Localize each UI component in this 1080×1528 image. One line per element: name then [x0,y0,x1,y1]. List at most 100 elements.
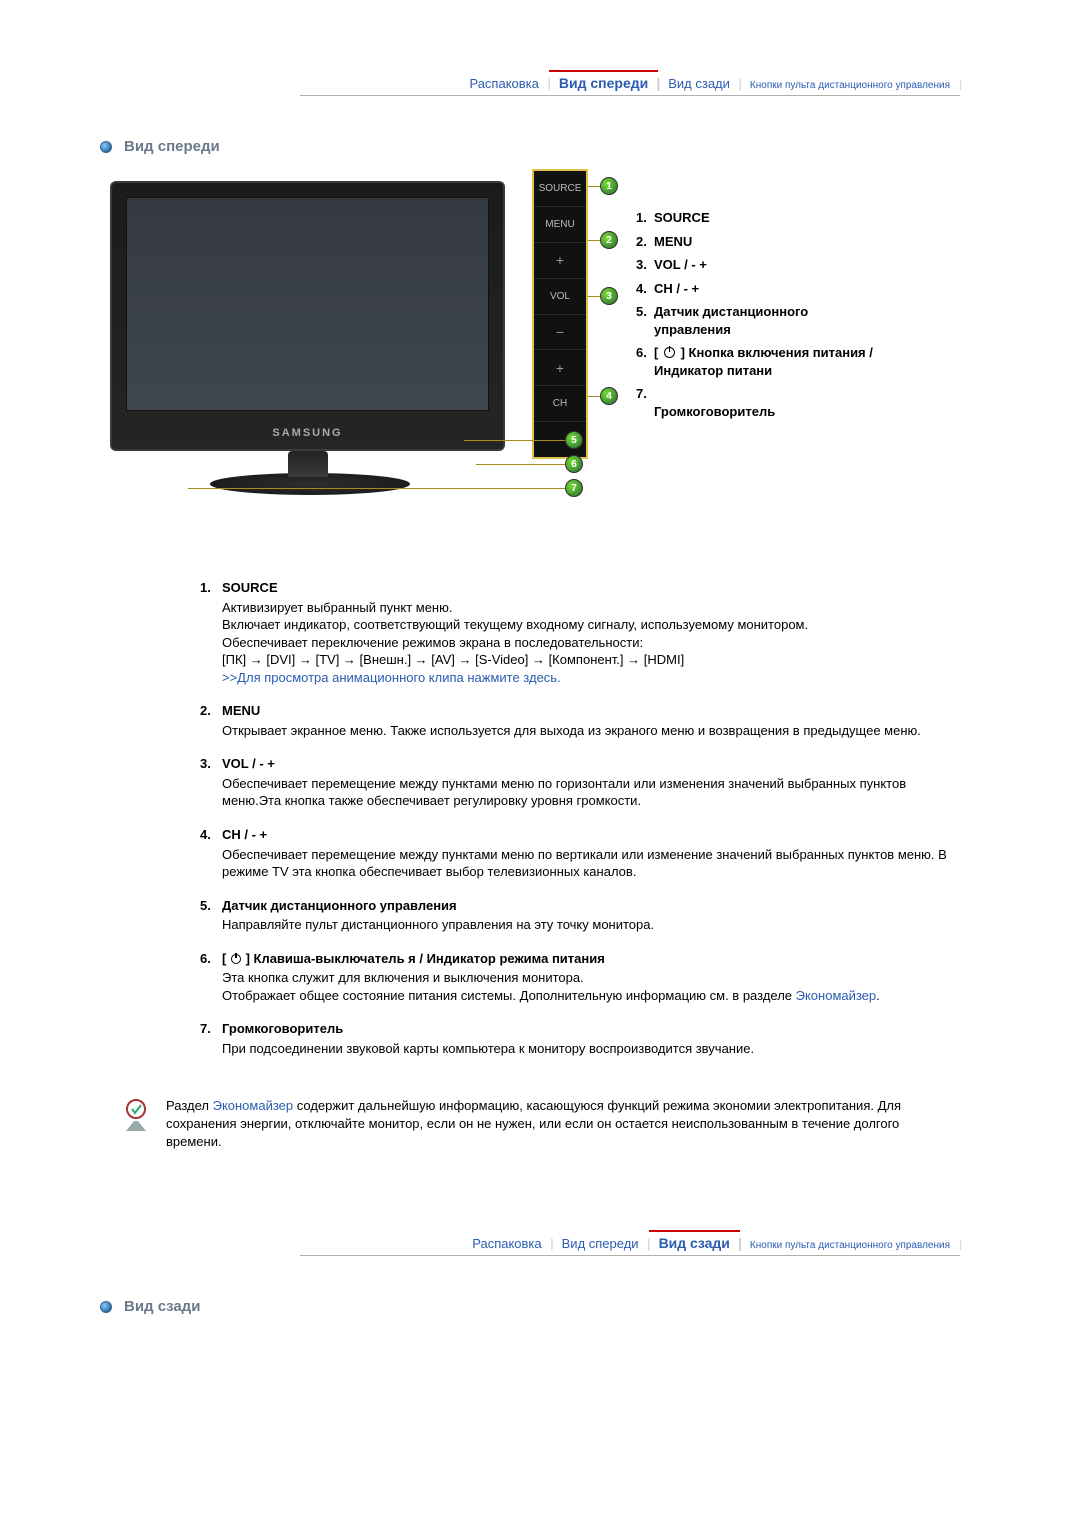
detail-desc: Обеспечивает перемещение между пунктами … [222,775,950,810]
callout-num: 6 [571,459,577,470]
panel-vol-minus[interactable]: − [534,315,586,351]
legend-text: MENU [654,233,876,251]
detail-body: SOURCE Активизирует выбранный пункт меню… [222,579,950,686]
detail-desc: Обеспечивает перемещение между пунктами … [222,846,950,881]
callout-line [464,440,566,441]
section-title: Вид сзади [124,1298,200,1315]
callout-bubble-1: 1 [600,177,618,195]
detail-title: [ ] Клавиша-выключатель я / Индикатор ре… [222,950,950,968]
legend-item: 3.VOL / - + [636,256,876,274]
detail-title: SOURCE [222,579,950,597]
figure-area: SAMSUNG SOURCE MENU + VOL − + CH − 1 2 3… [100,169,980,539]
detail-desc: Направляйте пульт дистанционного управле… [222,916,950,934]
callout-num: 1 [606,181,612,192]
tab-front[interactable]: Вид спереди| [552,1234,649,1255]
panel-vol-plus[interactable]: + [534,243,586,279]
legend-text: [ ] Кнопка включения питания / Индикатор… [654,344,876,379]
tab-rear[interactable]: Вид сзади| [658,74,740,95]
brand-label: SAMSUNG [112,427,503,439]
tab-remote[interactable]: Кнопки пульта дистанционного управления| [740,78,960,95]
legend-text: Громкоговоритель [654,385,876,420]
legend-num: 2. [636,233,654,251]
animation-link[interactable]: >>Для просмотра анимационного клипа нажм… [222,670,561,685]
detail-item-5: 5. Датчик дистанционного управления Напр… [200,897,950,934]
tab-remote[interactable]: Кнопки пульта дистанционного управления | [740,1238,960,1255]
monitor-stand-neck [288,451,328,477]
tab-label: Вид сзади [659,1235,730,1251]
bullet-icon [100,141,112,153]
legend-num: 6. [636,344,654,379]
legend-item: 7.Громкоговоритель [636,385,876,420]
panel-btn-label: SOURCE [539,183,582,194]
top-tabs: Распаковка| Вид спереди| Вид сзади| Кноп… [300,70,960,96]
note-icon [120,1097,152,1137]
panel-ch-plus[interactable]: + [534,350,586,386]
legend-item: 2.MENU [636,233,876,251]
control-panel: SOURCE MENU + VOL − + CH − [532,169,588,459]
callout-bubble-4: 4 [600,387,618,405]
tab-label: Вид спереди [559,75,648,91]
legend-num: 7. [636,385,654,420]
callout-num: 4 [606,391,612,402]
tab-unpack[interactable]: Распаковка| [459,74,548,95]
detail-body: Громкоговоритель При подсоединении звуко… [222,1020,950,1057]
bottom-tabs: Распаковка| Вид спереди| Вид сзади| Кноп… [300,1230,960,1256]
note-row: Раздел Экономайзер содержит дальнейшую и… [120,1097,950,1150]
detail-num: 3. [200,755,222,810]
detail-num: 1. [200,579,222,686]
detail-desc: При подсоединении звуковой карты компьют… [222,1040,950,1058]
detail-item-2: 2. MENU Открывает экранное меню. Также и… [200,702,950,739]
detail-body: CH / - + Обеспечивает перемещение между … [222,826,950,881]
detail-title: Громкоговоритель [222,1020,950,1038]
section-heading-rear: Вид сзади [100,1298,980,1315]
monitor-bezel: SAMSUNG [110,181,505,451]
detail-title: VOL / - + [222,755,950,773]
detail-item-7: 7. Громкоговоритель При подсоединении зв… [200,1020,950,1057]
detail-item-1: 1. SOURCE Активизирует выбранный пункт м… [200,579,950,686]
panel-menu-button[interactable]: MENU [534,207,586,243]
divider: | [959,1240,962,1251]
legend-list: 1.SOURCE 2.MENU 3.VOL / - + 4.CH / - + 5… [636,209,876,426]
detail-item-3: 3. VOL / - + Обеспечивает перемещение ме… [200,755,950,810]
detail-num: 4. [200,826,222,881]
legend-text: CH / - + [654,280,876,298]
legend-num: 3. [636,256,654,274]
callout-num: 3 [606,291,612,302]
power-icon [664,347,675,358]
detail-desc: Активизирует выбранный пункт меню. Включ… [222,599,950,687]
callout-bubble-5: 5 [565,431,583,449]
panel-ch-button[interactable]: CH [534,386,586,422]
tab-label: Распаковка [472,1236,541,1251]
tab-front[interactable]: Вид спереди| [549,70,658,95]
detail-body: [ ] Клавиша-выключатель я / Индикатор ре… [222,950,950,1005]
tab-rear[interactable]: Вид сзади| [649,1230,740,1255]
detail-body: MENU Открывает экранное меню. Также испо… [222,702,950,739]
section-title: Вид спереди [124,138,220,155]
section-heading-front: Вид спереди [100,138,980,155]
panel-btn-label: MENU [545,219,574,230]
callout-line [476,464,566,465]
callout-bubble-3: 3 [600,287,618,305]
tab-label: Кнопки пульта дистанционного управления [750,1240,950,1251]
panel-source-button[interactable]: SOURCE [534,171,586,207]
detail-body: Датчик дистанционного управления Направл… [222,897,950,934]
details-list: 1. SOURCE Активизирует выбранный пункт м… [200,579,950,1057]
detail-desc: Эта кнопка служит для включения и выключ… [222,969,950,1004]
tab-unpack[interactable]: Распаковка| [462,1234,551,1255]
detail-item-4: 4. CH / - + Обеспечивает перемещение меж… [200,826,950,881]
note-text: Раздел Экономайзер содержит дальнейшую и… [166,1097,950,1150]
page: Распаковка| Вид спереди| Вид сзади| Кноп… [0,0,1080,1375]
bullet-icon [100,1301,112,1313]
detail-num: 7. [200,1020,222,1057]
panel-vol-button[interactable]: VOL [534,279,586,315]
powersaver-link[interactable]: Экономайзер [796,988,877,1003]
legend-num: 4. [636,280,654,298]
detail-title: CH / - + [222,826,950,844]
callout-bubble-7: 7 [565,479,583,497]
tab-label: Распаковка [469,76,538,91]
detail-title: MENU [222,702,950,720]
powersaver-link[interactable]: Экономайзер [213,1098,294,1113]
panel-btn-label: VOL [550,291,570,302]
legend-num: 5. [636,303,654,338]
tab-label: Вид спереди [562,1236,639,1251]
